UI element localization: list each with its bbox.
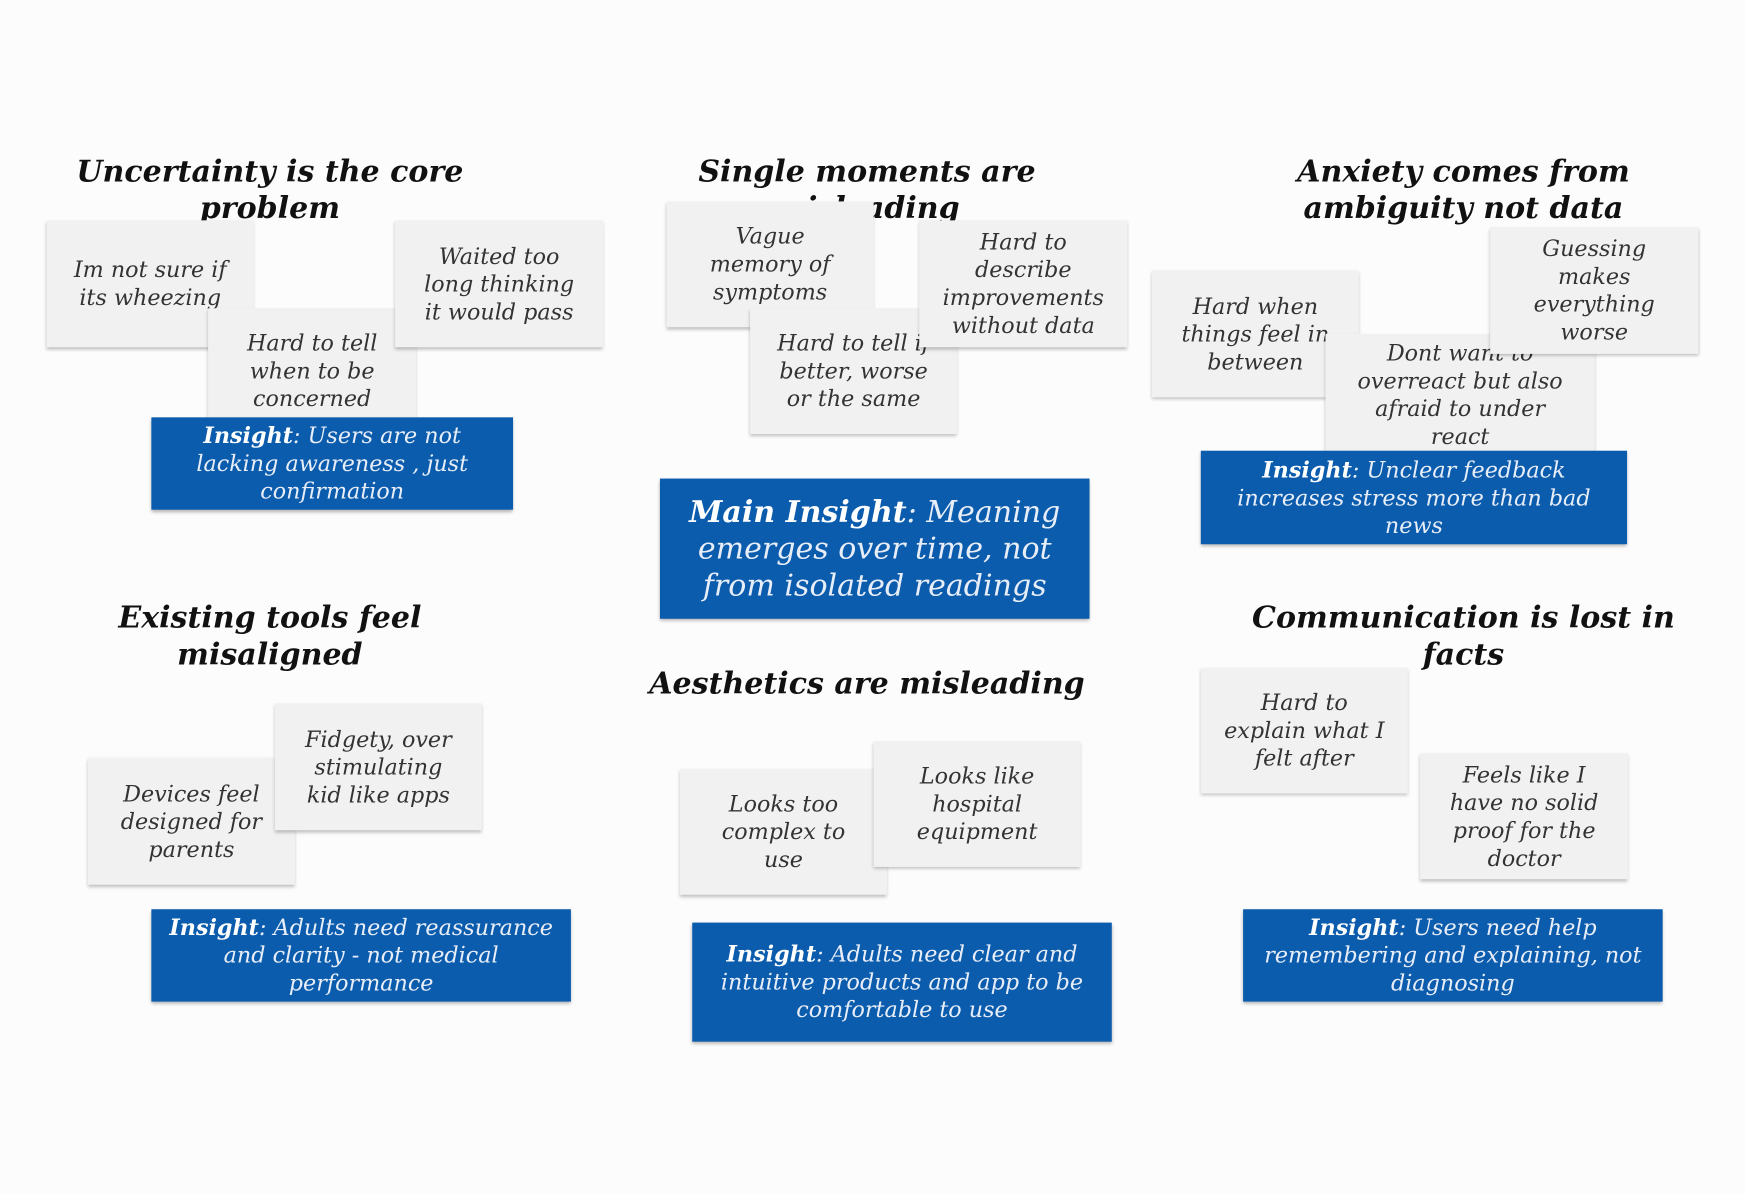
- note: Looks like hospital equipment: [873, 741, 1081, 867]
- insight-label: Main Insight: [689, 494, 907, 530]
- insight-text: : Meaning emerges over time, not from is…: [697, 494, 1061, 603]
- insight-text: : Users need help remembering and explai…: [1264, 913, 1642, 997]
- group-title: Anxiety comes from ambiguity not data: [1297, 154, 1630, 226]
- insight-text: : Users are not lacking awareness , just…: [196, 421, 469, 505]
- note: Feels like I have no solid proof for the…: [1420, 753, 1629, 880]
- insight-label: Insight: [203, 421, 294, 449]
- insight-text: : Adults need reassurance and clarity - …: [223, 913, 553, 997]
- insight-text: : Adults need clear and intuitive produc…: [720, 940, 1084, 1023]
- insight-label: Insight: [726, 940, 817, 968]
- insight: Insight: Users need help remembering and…: [1243, 909, 1663, 1002]
- insight: Insight: Adults need reassurance and cla…: [151, 909, 571, 1002]
- note: Im not sure if its wheezing: [46, 220, 254, 348]
- insight: Insight: Unclear feedback increases stre…: [1200, 450, 1628, 545]
- note: Guessing makes everything worse: [1490, 227, 1699, 354]
- group-title: Uncertainty is the core problem: [76, 154, 464, 226]
- group-title: Existing tools feel misaligned: [118, 600, 422, 673]
- insight-label: Insight: [1309, 913, 1399, 941]
- insight-text: : Unclear feedback increases stress more…: [1237, 455, 1591, 539]
- note: Devices feel designed for parents: [87, 757, 295, 885]
- note: Looks too complex to use: [679, 769, 887, 895]
- note: Waited too long thinking it would pass: [395, 220, 604, 348]
- note: Hard to explain what I felt after: [1200, 667, 1408, 794]
- note: Hard to describe improvements without da…: [919, 220, 1128, 348]
- note: Vague memory of symptoms: [666, 201, 874, 328]
- note: Hard to tell when to be concerned: [208, 308, 417, 435]
- main-insight: Main Insight: Meaning emerges over time,…: [659, 478, 1090, 619]
- note: Fidgety, over stimulating kid like apps: [274, 703, 482, 831]
- group-title: Aesthetics are misleading: [649, 666, 1085, 702]
- insight-label: Insight: [169, 913, 259, 941]
- insight-label: Insight: [1262, 455, 1352, 483]
- note: Hard when things feel in between: [1151, 270, 1359, 398]
- insight: Insight: Users are not lacking awareness…: [151, 417, 514, 510]
- insight: Insight: Adults need clear and intuitive…: [692, 922, 1112, 1042]
- note: Hard to tell if better, worse or the sam…: [750, 308, 958, 435]
- group-title: Communication is lost in facts: [1252, 600, 1675, 673]
